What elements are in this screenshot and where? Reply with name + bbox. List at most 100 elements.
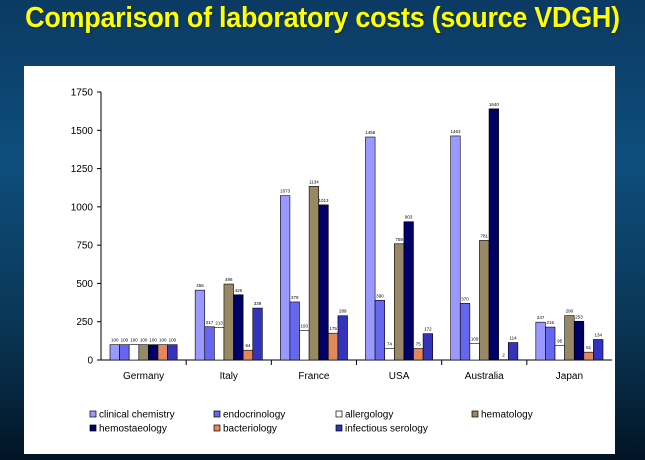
data-label: 390	[376, 293, 384, 298]
data-label: 172	[424, 327, 432, 332]
legend-swatch	[89, 424, 97, 432]
x-category-label: France	[298, 371, 330, 382]
bar	[469, 343, 480, 361]
data-label: 290	[566, 309, 574, 314]
legend-label: hemostaeology	[99, 424, 167, 435]
data-label: 175	[329, 326, 337, 331]
data-label: 903	[405, 215, 413, 220]
data-label: 217	[206, 320, 214, 325]
data-label: 100	[121, 338, 129, 343]
x-category-label: Japan	[556, 371, 583, 382]
data-label: 100	[169, 338, 177, 343]
bar	[289, 301, 300, 361]
bar	[252, 307, 263, 361]
bar	[328, 332, 339, 361]
bar	[507, 342, 519, 361]
legend-label: bacteriology	[223, 424, 277, 435]
chart-legend: clinical chemistry endocrinology allergolo…	[89, 410, 533, 435]
bar	[365, 136, 376, 361]
chart-panel: 0 250 500 750 1000 1250 1500 1750 Germany Italy Fr…	[24, 66, 615, 454]
y-tick-label: 1500	[71, 126, 94, 137]
data-label: 456	[196, 283, 204, 288]
data-label: 95	[557, 338, 563, 343]
data-label: 1013	[319, 198, 330, 203]
bar	[450, 135, 461, 361]
bar	[337, 315, 348, 361]
data-label: 193	[301, 323, 309, 328]
bar	[119, 344, 130, 361]
slide-title: Comparison of laboratory costs (source V…	[25, 2, 620, 34]
bar	[488, 108, 499, 361]
y-tick-label: 1250	[71, 164, 94, 175]
x-category-label: USA	[389, 371, 410, 382]
y-tick-label: 1750	[71, 88, 94, 99]
bar	[498, 359, 509, 361]
x-category-label: Australia	[465, 371, 504, 382]
data-label: 64	[245, 343, 251, 348]
y-tick-label: 0	[87, 356, 93, 367]
bar	[459, 303, 471, 361]
data-label: 253	[575, 314, 583, 319]
data-label: 781	[480, 233, 488, 238]
bar	[535, 321, 546, 361]
data-label: 100	[111, 338, 119, 343]
bar	[554, 345, 565, 361]
bar	[413, 348, 424, 361]
bar	[204, 326, 215, 361]
bar	[374, 299, 385, 361]
data-label: 100	[149, 338, 157, 343]
bar	[583, 351, 594, 361]
data-label: 51	[586, 345, 592, 350]
bar	[308, 186, 320, 361]
data-label: 75	[416, 342, 422, 347]
x-category-label: Italy	[220, 371, 238, 382]
legend-swatch	[89, 410, 97, 418]
legend-label: infectious serology	[345, 424, 428, 435]
y-tick-label: 1000	[71, 202, 94, 213]
bar-chart: 0 250 500 750 1000 1250 1500 1750 Germany Italy Fr…	[71, 88, 612, 435]
data-label: 379	[291, 295, 299, 300]
data-label: 289	[339, 309, 347, 314]
bar	[157, 344, 168, 361]
bar	[223, 283, 234, 361]
bar	[422, 333, 433, 361]
data-label: 759	[395, 237, 403, 242]
bar	[194, 289, 206, 361]
bar	[593, 339, 604, 361]
legend-swatch	[335, 424, 343, 432]
chart-bars	[109, 108, 604, 361]
data-label: 1134	[309, 179, 319, 184]
data-label: 1640	[489, 102, 500, 107]
data-label: 1456	[365, 130, 376, 135]
data-label: 100	[140, 338, 148, 343]
bar	[564, 315, 575, 361]
legend-label: endocrinology	[223, 410, 285, 421]
bar	[384, 348, 395, 361]
data-label: 247	[537, 315, 545, 320]
data-label: 109	[471, 336, 479, 341]
data-label: 370	[461, 296, 469, 301]
legend-swatch	[213, 424, 221, 432]
bar	[318, 204, 329, 361]
data-label: 114	[509, 336, 517, 341]
bar	[128, 344, 140, 361]
bar	[280, 195, 291, 361]
y-tick-label: 500	[76, 279, 93, 290]
y-tick-label: 250	[76, 317, 93, 328]
bar	[148, 344, 159, 361]
bar	[214, 327, 225, 361]
data-label: 1073	[280, 189, 291, 194]
bar	[393, 243, 405, 361]
legend-label: hematology	[481, 410, 533, 421]
bar	[479, 240, 490, 361]
bar	[233, 294, 244, 361]
data-label: 100	[159, 338, 167, 343]
legend-swatch	[335, 410, 343, 418]
data-label: 496	[225, 277, 233, 282]
data-label: 339	[254, 301, 262, 306]
data-label: 100	[130, 338, 138, 343]
bar	[573, 320, 585, 361]
bar	[403, 221, 414, 361]
bar	[109, 344, 120, 361]
